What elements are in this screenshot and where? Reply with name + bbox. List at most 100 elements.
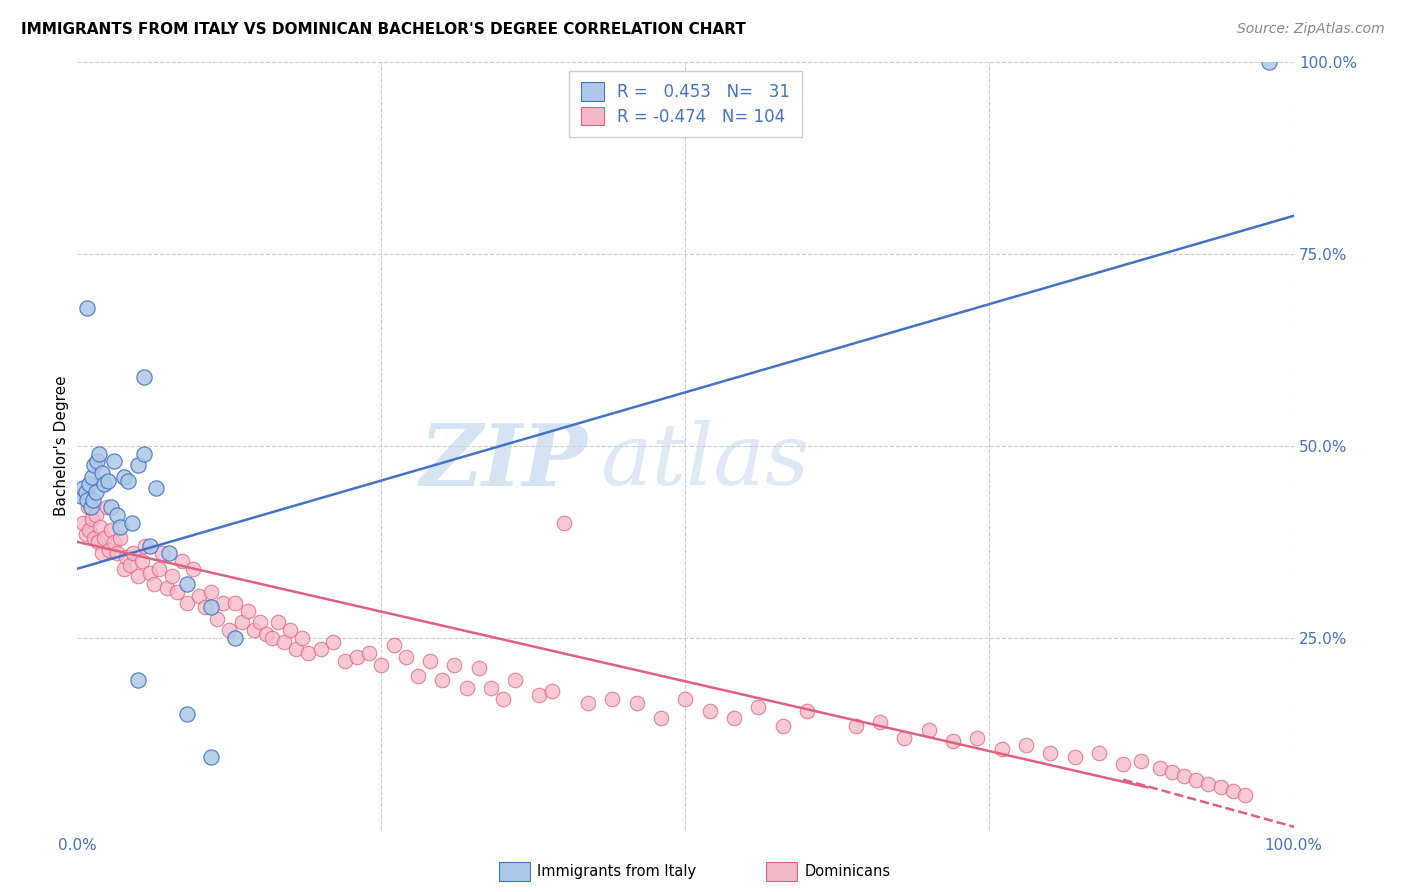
Point bbox=[602, 692, 624, 706]
Point bbox=[260, 631, 283, 645]
Point bbox=[72, 516, 94, 530]
Point bbox=[100, 500, 122, 515]
Point bbox=[131, 554, 153, 568]
Point bbox=[145, 481, 167, 495]
Text: ZIP: ZIP bbox=[420, 419, 588, 503]
Point bbox=[79, 524, 101, 538]
Point bbox=[747, 699, 769, 714]
Point bbox=[796, 704, 818, 718]
Point bbox=[359, 646, 381, 660]
Point bbox=[176, 577, 198, 591]
Point bbox=[205, 612, 228, 626]
Point bbox=[236, 604, 259, 618]
Point bbox=[157, 546, 180, 560]
Point bbox=[79, 477, 101, 491]
Point bbox=[200, 584, 222, 599]
Point bbox=[117, 474, 139, 488]
Point bbox=[1063, 749, 1085, 764]
Point bbox=[75, 485, 97, 500]
Point bbox=[96, 500, 118, 515]
Point bbox=[148, 562, 170, 576]
Point bbox=[80, 500, 103, 515]
Point bbox=[966, 731, 988, 745]
Point bbox=[1130, 754, 1153, 768]
Point bbox=[83, 531, 105, 545]
Point bbox=[100, 524, 122, 538]
Point bbox=[267, 615, 290, 630]
Point bbox=[80, 512, 103, 526]
Point bbox=[1039, 746, 1062, 760]
Point bbox=[75, 527, 97, 541]
Point bbox=[845, 719, 868, 733]
Point bbox=[89, 447, 111, 461]
Point bbox=[479, 681, 502, 695]
Point bbox=[1088, 746, 1111, 760]
Point bbox=[134, 370, 156, 384]
Text: atlas: atlas bbox=[600, 420, 810, 503]
Point bbox=[87, 534, 110, 549]
Point bbox=[1149, 761, 1171, 775]
Point bbox=[212, 596, 235, 610]
Point bbox=[127, 569, 149, 583]
Point bbox=[699, 704, 721, 718]
Text: Immigrants from Italy: Immigrants from Italy bbox=[537, 864, 696, 879]
Point bbox=[139, 566, 162, 580]
Point bbox=[80, 469, 103, 483]
Y-axis label: Bachelor's Degree: Bachelor's Degree bbox=[53, 376, 69, 516]
Point bbox=[93, 477, 115, 491]
Point bbox=[309, 642, 332, 657]
Point bbox=[103, 534, 125, 549]
Point bbox=[108, 531, 131, 545]
Point bbox=[503, 673, 526, 687]
Point bbox=[152, 546, 174, 560]
Point bbox=[76, 492, 98, 507]
Point bbox=[76, 301, 98, 315]
Point bbox=[540, 684, 562, 698]
Point bbox=[112, 562, 135, 576]
Point bbox=[97, 474, 120, 488]
Point bbox=[170, 554, 193, 568]
Point bbox=[77, 500, 100, 515]
Point bbox=[90, 466, 112, 480]
Point bbox=[576, 696, 599, 710]
Point bbox=[346, 649, 368, 664]
Point bbox=[333, 654, 356, 668]
Point bbox=[166, 584, 188, 599]
Point bbox=[83, 458, 105, 473]
Point bbox=[242, 623, 264, 637]
Point bbox=[89, 519, 111, 533]
Point bbox=[160, 569, 183, 583]
Point bbox=[188, 589, 211, 603]
Point bbox=[200, 749, 222, 764]
Point bbox=[70, 489, 93, 503]
Point bbox=[115, 550, 138, 565]
Point bbox=[395, 649, 418, 664]
Point bbox=[127, 458, 149, 473]
Point bbox=[84, 508, 107, 522]
Point bbox=[278, 623, 301, 637]
Point bbox=[218, 623, 240, 637]
Point bbox=[626, 696, 648, 710]
Point bbox=[127, 673, 149, 687]
Point bbox=[1222, 784, 1244, 798]
Point bbox=[231, 615, 253, 630]
Point bbox=[134, 447, 156, 461]
Point bbox=[291, 631, 314, 645]
Point bbox=[86, 454, 108, 468]
Text: IMMIGRANTS FROM ITALY VS DOMINICAN BACHELOR'S DEGREE CORRELATION CHART: IMMIGRANTS FROM ITALY VS DOMINICAN BACHE… bbox=[21, 22, 747, 37]
Point bbox=[122, 546, 145, 560]
Point bbox=[918, 723, 941, 737]
Point bbox=[142, 577, 165, 591]
Point bbox=[254, 627, 277, 641]
Point bbox=[97, 542, 120, 557]
Point bbox=[456, 681, 478, 695]
Point bbox=[121, 516, 143, 530]
Point bbox=[419, 654, 441, 668]
Point bbox=[139, 539, 162, 553]
Text: Source: ZipAtlas.com: Source: ZipAtlas.com bbox=[1237, 22, 1385, 37]
Point bbox=[103, 454, 125, 468]
Point bbox=[82, 492, 104, 507]
Point bbox=[553, 516, 575, 530]
Legend: R =   0.453   N=   31, R = -0.474   N= 104: R = 0.453 N= 31, R = -0.474 N= 104 bbox=[569, 70, 801, 137]
Point bbox=[249, 615, 271, 630]
